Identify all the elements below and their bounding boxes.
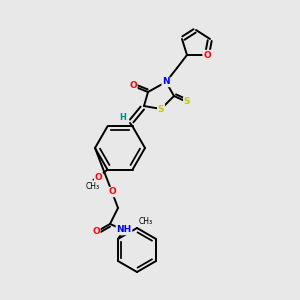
Text: H: H (120, 113, 126, 122)
Text: NH: NH (116, 226, 132, 235)
Text: O: O (92, 227, 100, 236)
Text: O: O (203, 50, 211, 59)
Text: O: O (94, 173, 102, 182)
Text: CH₃: CH₃ (139, 217, 153, 226)
Text: O: O (108, 188, 116, 196)
Text: N: N (162, 77, 170, 86)
Text: S: S (158, 104, 164, 113)
Text: S: S (184, 98, 190, 106)
Text: O: O (129, 82, 137, 91)
Text: CH₃: CH₃ (85, 182, 100, 191)
